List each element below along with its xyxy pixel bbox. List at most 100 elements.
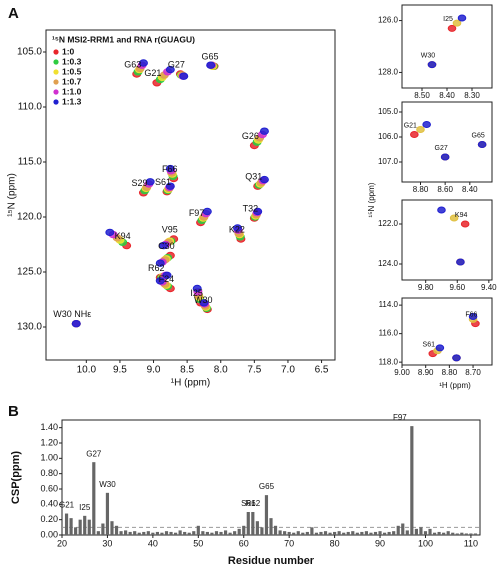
peak [468, 313, 478, 321]
peak [162, 271, 172, 279]
peak-label: S29 [131, 178, 147, 188]
x-axis-label: ¹H (ppm) [171, 378, 210, 389]
bar [405, 530, 409, 535]
peak [206, 61, 216, 69]
peak [456, 258, 465, 266]
x-tick-label: 20 [57, 538, 67, 548]
legend-label: 1:0.5 [62, 66, 82, 76]
y-tick-label: 120.0 [17, 212, 42, 223]
bar [83, 515, 87, 535]
legend-swatch [53, 59, 59, 65]
y-tick-label: 125.0 [17, 267, 42, 278]
bar [92, 462, 96, 535]
bar [428, 528, 432, 535]
peak [427, 61, 437, 69]
peak-label: W30 NHε [53, 309, 91, 319]
peak [165, 65, 175, 74]
peak [253, 207, 263, 216]
x-tick-label: 7.0 [281, 365, 295, 376]
peak [447, 24, 457, 32]
bar [460, 532, 464, 535]
bar [78, 519, 82, 535]
bar [401, 523, 405, 535]
bar-annotation: F97 [393, 413, 407, 422]
bar [337, 531, 341, 535]
x-tick-label: 90 [375, 538, 385, 548]
x-tick-label: 8.70 [465, 368, 481, 377]
bar [323, 531, 328, 535]
peak [155, 277, 165, 285]
peak [202, 207, 212, 216]
plot-frame [45, 29, 336, 361]
peak-label: S61 [423, 341, 436, 348]
plot-frame [401, 199, 493, 281]
bar [214, 531, 219, 535]
x-tick-label: 8.0 [214, 365, 228, 376]
plot-frame [401, 297, 493, 366]
x-tick-label: 9.80 [418, 283, 434, 292]
y-tick-label: 110.0 [18, 102, 43, 113]
bar [64, 513, 69, 535]
bar [328, 532, 332, 535]
legend-label: 1:0.3 [62, 56, 82, 66]
peak-label: G65 [202, 52, 219, 62]
y-tick-label: 122.0 [378, 219, 399, 228]
peak-label: G27 [168, 59, 185, 69]
peak [410, 131, 419, 138]
x-tick-label: 8.30 [464, 91, 480, 100]
x-tick-label: 8.80 [442, 368, 458, 377]
bar [355, 532, 359, 535]
peak [259, 127, 269, 135]
peak-label: I25 [443, 16, 453, 23]
bar [342, 532, 346, 535]
bar [392, 531, 396, 535]
peak-label: G27 [435, 145, 448, 152]
x-tick-label: 40 [148, 538, 158, 548]
bar [464, 533, 468, 535]
peak [145, 178, 155, 186]
bar [410, 426, 414, 535]
x-tick-label: 8.50 [414, 91, 430, 100]
bar [155, 531, 160, 535]
bar [292, 532, 296, 535]
bar [251, 512, 255, 535]
legend-label: 1:0.7 [62, 76, 82, 86]
x-tick-label: 7.5 [247, 365, 261, 376]
bar [264, 495, 269, 535]
y-tick-label: 107.0 [378, 157, 399, 166]
bar [128, 531, 132, 535]
peak [460, 220, 470, 228]
bar [346, 531, 350, 535]
bar [310, 527, 314, 535]
bar [333, 531, 337, 535]
bar-annotation: G21 [59, 501, 75, 510]
bar [473, 533, 478, 535]
bar [151, 532, 155, 535]
bar [246, 512, 250, 535]
legend-swatch [53, 99, 59, 105]
peak [457, 14, 467, 22]
y-tick-label: 0.80 [40, 468, 58, 478]
bar [419, 527, 423, 535]
bar [196, 525, 200, 535]
bar [228, 532, 232, 535]
bar [192, 531, 196, 535]
bar [273, 525, 278, 535]
y-tick-label: 0.00 [40, 529, 58, 539]
bar [119, 531, 123, 535]
bar [169, 531, 173, 535]
x-axis-label: Residue number [228, 555, 315, 567]
peak [416, 126, 425, 133]
x-tick-label: 30 [102, 538, 112, 548]
plot-frame [401, 101, 493, 183]
bar [396, 525, 400, 535]
bar [451, 532, 455, 535]
bar [296, 531, 300, 535]
bar [105, 492, 110, 535]
x-tick-label: 9.0 [147, 365, 161, 376]
peak-label: K94 [115, 231, 131, 241]
bar [255, 521, 259, 535]
x-tick-label: 9.00 [394, 368, 410, 377]
bar [442, 532, 446, 535]
